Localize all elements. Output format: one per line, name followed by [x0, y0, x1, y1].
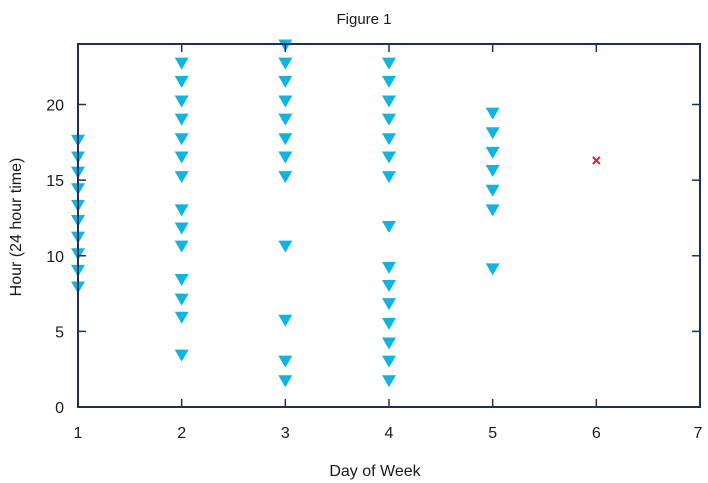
plot-marks — [71, 39, 601, 388]
data-point-triangle — [278, 95, 293, 108]
x-tick-label: 1 — [74, 425, 83, 442]
data-point-triangle — [174, 293, 189, 306]
y-tick-label: 0 — [55, 400, 64, 417]
data-point-triangle — [278, 113, 293, 126]
data-point-triangle — [382, 151, 396, 164]
data-point-triangle — [174, 311, 189, 324]
data-point-triangle — [485, 107, 500, 120]
data-point-triangle — [382, 261, 396, 274]
data-point-triangle — [174, 133, 189, 146]
data-point-triangle — [485, 204, 500, 217]
data-point-triangle — [382, 298, 396, 311]
data-point-triangle — [382, 171, 396, 184]
data-point-x — [592, 156, 601, 165]
data-point-triangle — [278, 240, 293, 253]
data-point-triangle — [382, 337, 396, 350]
data-point-triangle — [278, 375, 293, 388]
data-point-triangle — [174, 57, 189, 70]
data-point-triangle — [278, 171, 293, 184]
data-point-triangle — [382, 95, 396, 108]
data-point-triangle — [485, 184, 500, 197]
x-tick-label: 5 — [488, 425, 497, 442]
y-tick-label: 20 — [46, 98, 64, 115]
data-point-triangle — [278, 355, 293, 368]
data-point-triangle — [174, 95, 189, 108]
x-tick-label: 3 — [281, 425, 290, 442]
data-point-triangle — [174, 240, 189, 253]
data-point-triangle — [174, 75, 189, 88]
data-point-triangle — [278, 57, 293, 70]
data-point-triangle — [382, 133, 396, 146]
data-point-triangle — [485, 263, 500, 276]
data-point-triangle — [278, 314, 293, 327]
data-point-triangle — [382, 355, 396, 368]
data-point-triangle — [382, 113, 396, 126]
data-point-triangle — [485, 146, 500, 159]
x-tick-label: 4 — [385, 425, 394, 442]
x-axis-label: Day of Week — [329, 463, 421, 480]
data-point-triangle — [278, 151, 293, 164]
data-point-triangle — [174, 204, 189, 217]
x-tick-label: 7 — [694, 425, 703, 442]
data-point-triangle — [174, 273, 189, 286]
data-point-triangle — [174, 222, 189, 235]
data-point-triangle — [382, 375, 396, 388]
chart-title: Figure 1 — [336, 11, 391, 28]
data-point-triangle — [382, 317, 396, 330]
data-point-triangle — [485, 127, 500, 140]
data-point-triangle — [382, 57, 396, 70]
y-tick-label: 15 — [46, 173, 64, 190]
data-point-triangle — [174, 113, 189, 126]
data-point-triangle — [382, 221, 396, 234]
x-tick-label: 2 — [177, 425, 186, 442]
axis-ticks: 1 2 3 4 5 6 7 0 5 10 15 20 — [46, 44, 703, 442]
data-point-triangle — [382, 75, 396, 88]
data-point-triangle — [485, 165, 500, 178]
y-tick-label: 10 — [46, 249, 64, 266]
y-tick-label: 5 — [55, 324, 64, 341]
y-axis-label: Hour (24 hour time) — [8, 158, 25, 297]
data-point-triangle — [174, 151, 189, 164]
data-point-triangle — [382, 280, 396, 292]
data-point-triangle — [174, 349, 189, 362]
data-point-triangle — [278, 75, 293, 88]
x-tick-label: 6 — [592, 425, 601, 442]
x-marker-stroke — [592, 156, 601, 165]
data-point-triangle — [278, 133, 293, 146]
data-point-triangle — [174, 171, 189, 184]
